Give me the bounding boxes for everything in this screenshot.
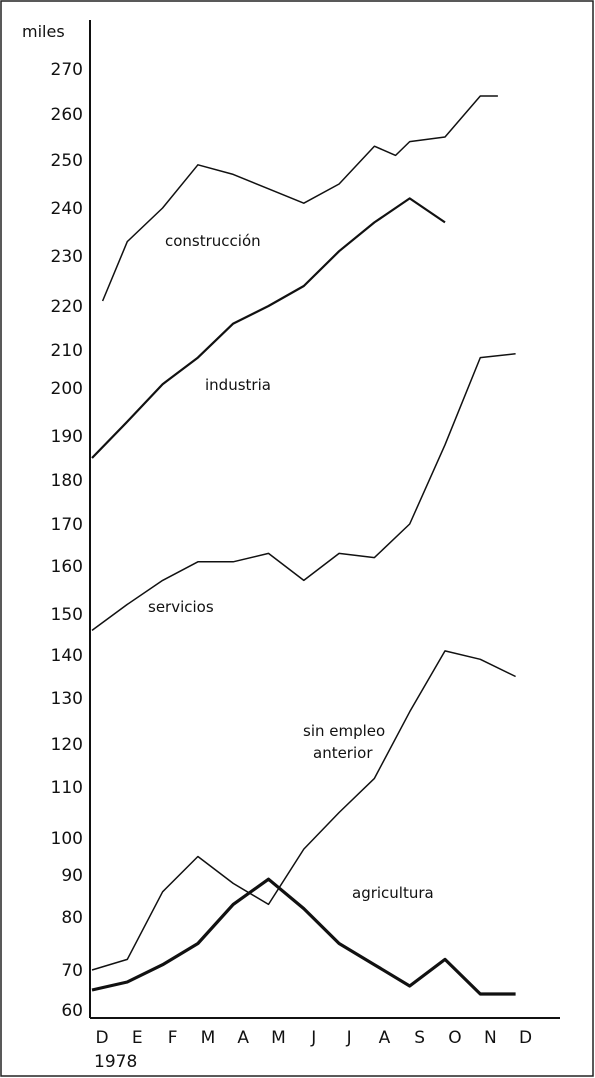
series-line-servicios xyxy=(91,353,516,632)
y-tick-label: 270 xyxy=(51,60,83,80)
x-tick-label: M xyxy=(271,1028,286,1048)
series-line-industria xyxy=(91,197,446,459)
y-tick-labels: 270 260 250 240 230 220 210 200 190 180 170 160 150 1… xyxy=(51,60,83,1021)
y-tick-label: 180 xyxy=(51,471,83,491)
series-label-agricultura: agricultura xyxy=(352,884,434,902)
y-tick-label: 160 xyxy=(51,557,83,577)
x-tick-label: E xyxy=(132,1028,143,1048)
series-label-construccion: construcción xyxy=(165,232,261,250)
x-tick-label: J xyxy=(310,1028,316,1048)
y-tick-label: 200 xyxy=(51,379,83,399)
y-tick-label: 230 xyxy=(51,247,83,267)
y-tick-label: 110 xyxy=(51,778,83,798)
y-tick-label: 150 xyxy=(51,605,83,625)
series-line-agricultura xyxy=(91,877,516,996)
y-tick-label: 120 xyxy=(51,735,83,755)
x-tick-label: M xyxy=(201,1028,216,1048)
x-tick-label: F xyxy=(168,1028,178,1048)
y-tick-label: 70 xyxy=(61,961,83,981)
y-tick-label: 190 xyxy=(51,427,83,447)
x-tick-label: D xyxy=(95,1028,108,1048)
x-tick-label: A xyxy=(237,1028,249,1048)
series-label-servicios: servicios xyxy=(148,598,214,616)
series-line-construcci-n xyxy=(101,95,498,302)
x-tick-label: D xyxy=(519,1028,532,1048)
y-tick-label: 260 xyxy=(51,105,83,125)
y-tick-label: 130 xyxy=(51,689,83,709)
y-tick-label: 170 xyxy=(51,515,83,535)
series-label-sin-empleo-anterior: sin empleo anterior xyxy=(303,722,385,762)
x-tick-label: J xyxy=(346,1028,352,1048)
y-tick-label: 220 xyxy=(51,297,83,317)
x-tick-label: A xyxy=(379,1028,391,1048)
y-tick-label: 250 xyxy=(51,151,83,171)
x-axis-year-label: 1978 xyxy=(94,1052,137,1072)
x-tick-label: N xyxy=(484,1028,497,1048)
y-tick-label: 90 xyxy=(61,866,83,886)
series-labels: construcción industria servicios sin emp… xyxy=(148,232,434,902)
series-lines xyxy=(91,95,516,996)
y-tick-label: 80 xyxy=(61,908,83,928)
x-tick-label: O xyxy=(448,1028,461,1048)
series-label-industria: industria xyxy=(205,376,271,394)
y-tick-label: 100 xyxy=(51,829,83,849)
y-tick-label: 140 xyxy=(51,646,83,666)
y-axis-unit-label: miles xyxy=(22,22,65,41)
y-tick-label: 210 xyxy=(51,341,83,361)
y-tick-label: 60 xyxy=(61,1001,83,1021)
series-line-sin-empleo-anterior xyxy=(91,650,516,971)
y-tick-label: 240 xyxy=(51,199,83,219)
x-tick-label: S xyxy=(414,1028,425,1048)
